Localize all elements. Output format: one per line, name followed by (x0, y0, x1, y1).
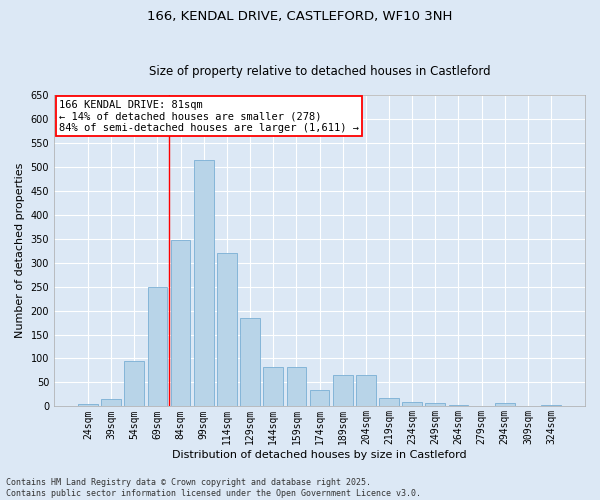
Bar (356, 376, 376, 406)
Bar (333, 376, 353, 406)
X-axis label: Distribution of detached houses by size in Castleford: Distribution of detached houses by size … (172, 450, 467, 460)
Text: 166 KENDAL DRIVE: 81sqm
← 14% of detached houses are smaller (278)
84% of semi-d: 166 KENDAL DRIVE: 81sqm ← 14% of detache… (59, 100, 359, 133)
Text: 166, KENDAL DRIVE, CASTLEFORD, WF10 3NH: 166, KENDAL DRIVE, CASTLEFORD, WF10 3NH (148, 10, 452, 23)
Bar (148, 286, 167, 406)
Bar (541, 405, 561, 406)
Bar (124, 361, 144, 406)
Bar (217, 253, 237, 406)
Bar (194, 160, 214, 406)
Bar (263, 367, 283, 406)
Bar (171, 240, 190, 406)
Bar (449, 405, 468, 406)
Bar (379, 398, 399, 406)
Bar (495, 403, 515, 406)
Bar (287, 367, 306, 406)
Title: Size of property relative to detached houses in Castleford: Size of property relative to detached ho… (149, 66, 490, 78)
Bar (425, 403, 445, 406)
Bar (78, 404, 98, 406)
Text: Contains HM Land Registry data © Crown copyright and database right 2025.
Contai: Contains HM Land Registry data © Crown c… (6, 478, 421, 498)
Bar (240, 318, 260, 406)
Bar (310, 390, 329, 406)
Y-axis label: Number of detached properties: Number of detached properties (15, 163, 25, 338)
Bar (402, 402, 422, 406)
Bar (101, 399, 121, 406)
